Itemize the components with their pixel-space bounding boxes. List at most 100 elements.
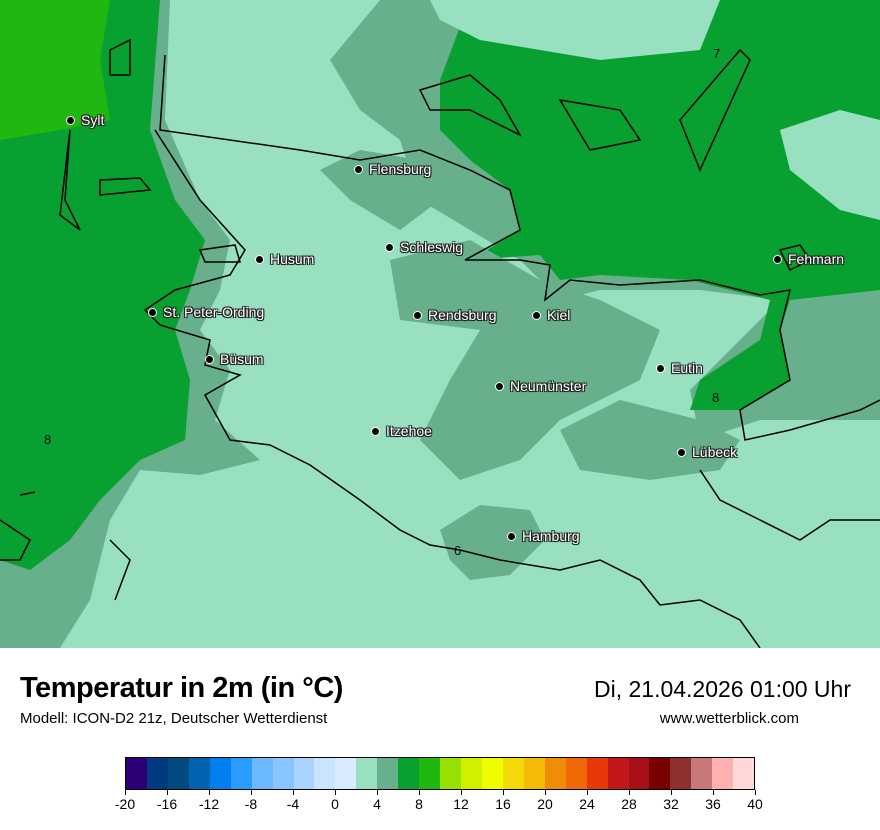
city-marker [413, 310, 422, 320]
city-marker [205, 354, 214, 364]
city-marker [677, 447, 686, 457]
city-flensburg[interactable]: Flensburg [354, 161, 431, 177]
legend-tick-label: 28 [621, 796, 637, 812]
legend-swatch [209, 758, 231, 789]
contour-label: 8 [44, 432, 52, 447]
legend-swatch [335, 758, 357, 789]
forecast-datetime: Di, 21.04.2026 01:00 Uhr [593, 676, 851, 702]
map-title: Temperatur in 2m (in °C) [20, 672, 343, 704]
north-sea-bright [0, 0, 110, 140]
legend-tick-label: 16 [495, 796, 511, 812]
legend-swatch [356, 758, 378, 789]
legend-tick-label: 0 [331, 796, 339, 812]
legend-tick-label: 24 [579, 796, 595, 812]
city-label: Eutin [671, 360, 703, 376]
city-marker [532, 310, 541, 320]
legend-tick-label: 36 [705, 796, 721, 812]
legend-tick [251, 790, 252, 795]
website-link[interactable]: www.wetterblick.com [659, 710, 799, 727]
legend-tick-label: 8 [415, 796, 423, 812]
city-sylt[interactable]: Sylt [66, 112, 104, 128]
legend-tick [209, 790, 210, 795]
city-neumuenster[interactable]: Neumünster [495, 378, 586, 394]
city-eutin[interactable]: Eutin [656, 360, 703, 376]
legend-tick [461, 790, 462, 795]
inland-medium-patch [390, 240, 660, 480]
legend-tick-label: -16 [156, 796, 178, 812]
legend-swatch [188, 758, 210, 789]
city-label: Hamburg [522, 528, 580, 544]
city-label: Neumünster [510, 378, 587, 394]
contour-label: 8 [712, 390, 720, 405]
contour-label: 7 [713, 46, 721, 61]
legend-ticks: -20 -16 -12 -8 -4 0 4 8 12 16 20 24 28 32 36 40 [0, 790, 880, 830]
city-fehmarn[interactable]: Fehmarn [773, 251, 844, 267]
city-label: Büsum [220, 351, 264, 367]
legend-tick [419, 790, 420, 795]
city-label: Rendsburg [428, 307, 497, 323]
north-sea-green [0, 0, 205, 570]
legend-tick [167, 790, 168, 795]
city-marker [773, 254, 782, 264]
legend-swatch [670, 758, 692, 789]
legend-swatch [146, 758, 168, 789]
legend-swatch [628, 758, 650, 789]
baltic-light-east [780, 110, 880, 220]
city-buesum[interactable]: Büsum [205, 351, 264, 367]
legend-tick-label: -4 [286, 796, 300, 812]
legend-swatch [293, 758, 315, 789]
legend-swatch [398, 758, 420, 789]
legend-tick [503, 790, 504, 795]
legend-swatch [502, 758, 524, 789]
legend-swatch [691, 758, 713, 789]
legend-swatch [419, 758, 441, 789]
city-husum[interactable]: Husum [255, 251, 314, 267]
city-label: Husum [270, 251, 315, 267]
city-marker [507, 531, 516, 541]
city-schleswig[interactable]: Schleswig [385, 239, 463, 255]
legend-tick [335, 790, 336, 795]
legend-tick-label: -20 [114, 796, 136, 812]
legend-tick [377, 790, 378, 795]
legend-swatch [586, 758, 608, 789]
legend-swatch [565, 758, 587, 789]
city-label: Flensburg [369, 161, 432, 177]
legend-swatch [377, 758, 399, 789]
legend-swatch [230, 758, 252, 789]
hamburg-medium-patch [440, 505, 545, 580]
temperature-map [0, 0, 880, 648]
city-marker [255, 254, 264, 264]
legend-tick [629, 790, 630, 795]
legend-swatch [272, 758, 294, 789]
city-hamburg[interactable]: Hamburg [507, 528, 580, 544]
city-rendsburg[interactable]: Rendsburg [413, 307, 497, 323]
legend-swatch [481, 758, 503, 789]
legend-swatch [523, 758, 545, 789]
city-luebeck[interactable]: Lübeck [677, 444, 737, 460]
city-marker [385, 242, 394, 252]
legend-tick-label: 40 [747, 796, 763, 812]
baltic-light-top [430, 0, 720, 60]
legend-swatch [649, 758, 671, 789]
city-marker [371, 426, 380, 436]
legend-tick-label: -12 [198, 796, 220, 812]
baltic-green [440, 0, 880, 410]
legend-tick [125, 790, 126, 795]
city-label: Kiel [547, 307, 571, 323]
city-kiel[interactable]: Kiel [532, 307, 570, 323]
east-medium-patch [560, 400, 740, 480]
model-subtitle: Modell: ICON-D2 21z, Deutscher Wetterdie… [20, 710, 328, 727]
flensburg-medium-patch [320, 150, 440, 230]
city-marker [495, 381, 504, 391]
legend-swatch [126, 758, 147, 789]
legend-swatch [314, 758, 336, 789]
legend-swatch [167, 758, 189, 789]
legend-tick [587, 790, 588, 795]
city-st-peter-ording[interactable]: St. Peter-Ording [148, 304, 264, 320]
contour-label: 6 [454, 543, 462, 558]
legend-tick [713, 790, 714, 795]
city-itzehoe[interactable]: Itzehoe [371, 423, 432, 439]
legend-tick [755, 790, 756, 795]
legend-swatch [607, 758, 629, 789]
legend-swatch [544, 758, 566, 789]
